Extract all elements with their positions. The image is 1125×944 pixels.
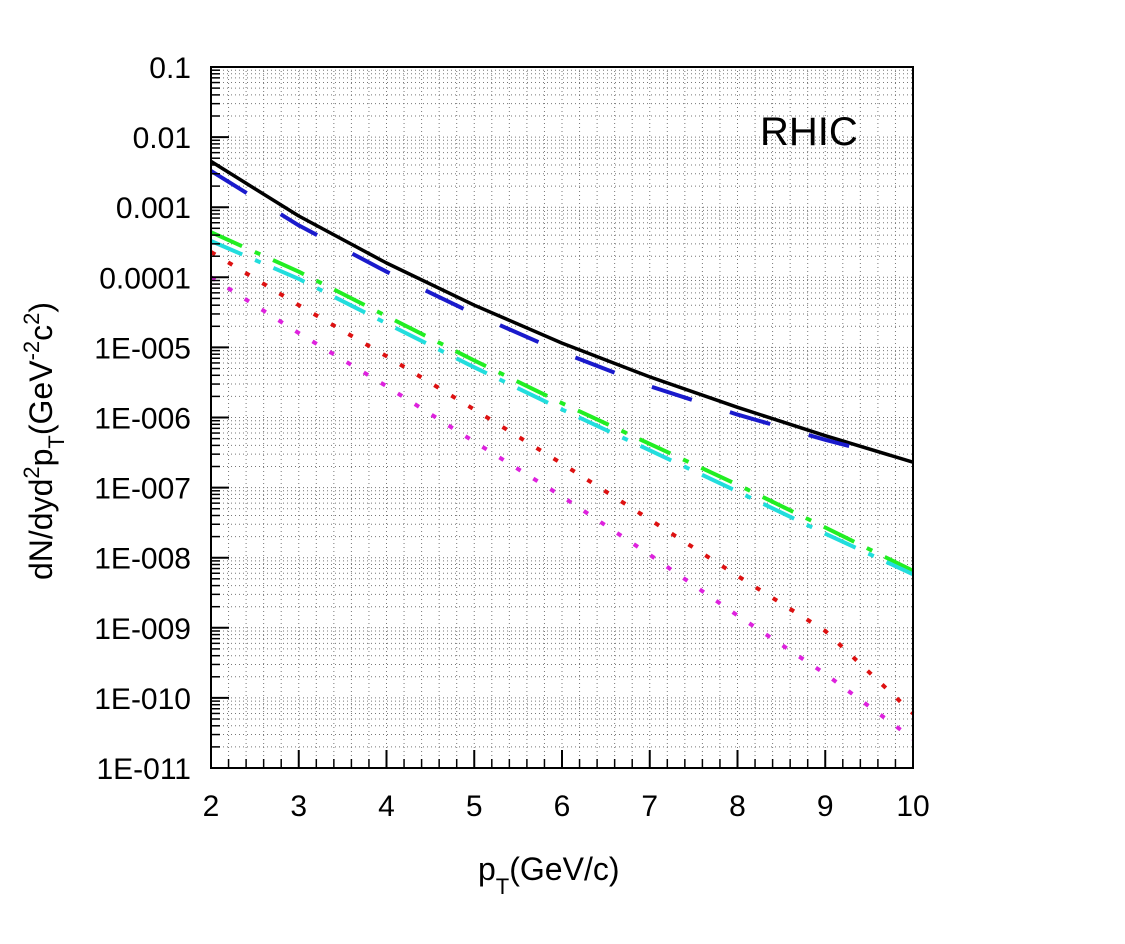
y-axis-label-part-e: ) xyxy=(23,302,59,313)
x-tick-label: 4 xyxy=(378,790,395,823)
series-group xyxy=(209,159,915,741)
y-tick-label: 1E-007 xyxy=(94,473,191,506)
x-axis-label: pT(GeV/c) xyxy=(478,851,619,899)
series-line-4 xyxy=(210,239,914,577)
x-axis-label-rest: (GeV/c) xyxy=(509,851,619,887)
y-axis-label-sup1: 2 xyxy=(19,466,44,478)
x-tick-label: 6 xyxy=(554,790,571,823)
x-tick-label: 9 xyxy=(817,790,834,823)
y-tick-label: 0.001 xyxy=(116,192,191,225)
y-tick-label: 1E-008 xyxy=(94,543,191,576)
x-axis-label-main: p xyxy=(478,851,496,887)
y-axis-label-part-a: dN/dyd xyxy=(23,479,59,580)
x-axis-label-subscript: T xyxy=(496,874,509,899)
y-axis-label: dN/dyd2pT(GeV-2c2) xyxy=(19,302,69,580)
y-tick-label: 1E-010 xyxy=(94,683,191,716)
y-axis-label-sup3: 2 xyxy=(19,313,44,325)
y-tick-label: 0.0001 xyxy=(99,262,191,295)
y-tick-label: 1E-006 xyxy=(94,403,191,436)
x-tick-label: 3 xyxy=(290,790,307,823)
axis-ticks xyxy=(210,66,914,769)
grid xyxy=(210,67,914,769)
series-line-1 xyxy=(210,159,914,464)
x-tick-label: 2 xyxy=(203,790,220,823)
y-tick-label: 1E-009 xyxy=(94,613,191,646)
x-tick-label: 10 xyxy=(896,790,929,823)
x-tick-label: 7 xyxy=(641,790,658,823)
x-tick-labels: 2 3 4 5 6 7 8 9 10 xyxy=(203,790,930,823)
chart-annotation: RHIC xyxy=(760,110,858,154)
y-tick-labels: 1E-011 1E-010 1E-009 1E-008 1E-007 1E-006 1E-0… xyxy=(94,52,191,786)
x-tick-label: 8 xyxy=(729,790,746,823)
y-axis-label-part-d: c xyxy=(23,325,59,341)
y-axis-label-subscript: T xyxy=(44,435,69,448)
y-axis-label-part-b: p xyxy=(23,449,59,467)
y-tick-label: 1E-011 xyxy=(96,753,191,786)
x-tick-label: 5 xyxy=(466,790,483,823)
y-tick-label: 0.1 xyxy=(149,52,191,85)
y-tick-label: 1E-005 xyxy=(94,332,191,365)
y-tick-label: 0.01 xyxy=(133,122,191,155)
y-axis-label-part-c: (GeV xyxy=(23,360,59,435)
y-axis-label-sup2: -2 xyxy=(19,341,44,361)
series-line-3 xyxy=(210,230,914,573)
